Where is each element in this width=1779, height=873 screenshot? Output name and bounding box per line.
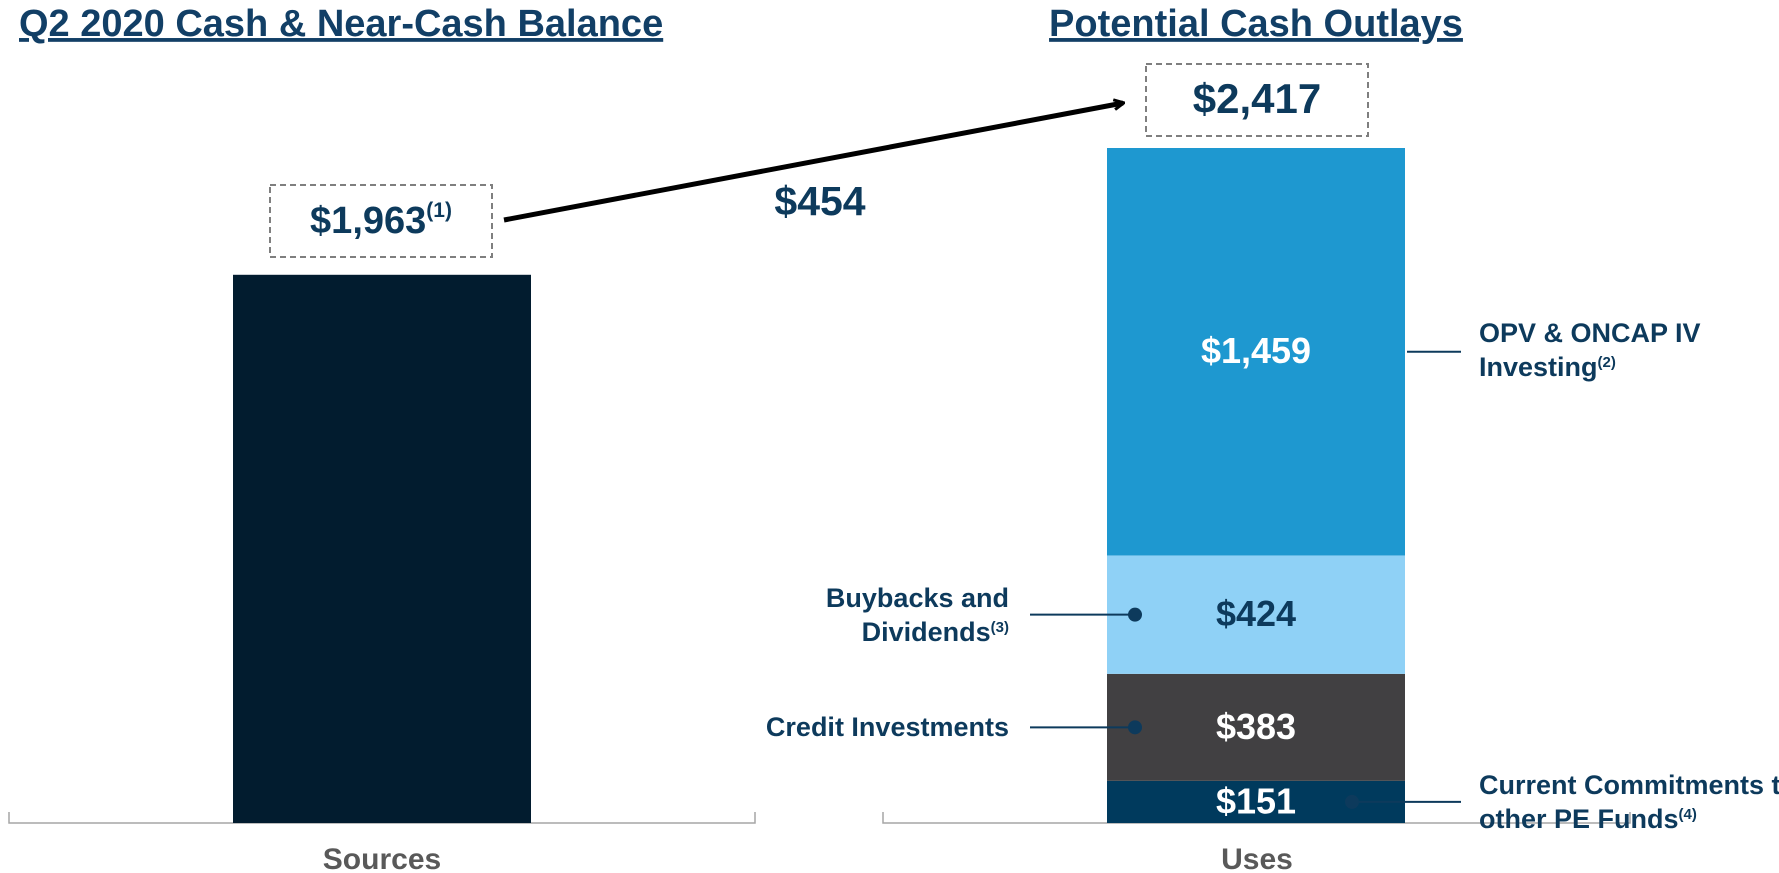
segment-value-label: $424 <box>1216 593 1296 634</box>
name-text: OPV & ONCAP IV Investing <box>1479 317 1701 382</box>
x-tick-label: Sources <box>323 843 441 873</box>
total-label: $2,417 <box>1193 75 1321 122</box>
value-text: $1,963 <box>310 200 426 242</box>
segment-name: OPV & ONCAP IV Investing(2) <box>1479 316 1739 384</box>
name-text: Current Commitments to other PE Funds <box>1479 769 1779 834</box>
footnote: (3) <box>990 618 1009 636</box>
bar-segment <box>1107 148 1405 556</box>
bar-segment <box>1107 673 1405 781</box>
left-total-box <box>269 184 493 258</box>
bar <box>233 274 531 823</box>
segment-value-label: $383 <box>1216 706 1296 747</box>
right-total-box <box>1145 63 1369 137</box>
bar-value-label: $1,963(1) <box>310 199 452 242</box>
footnote: (4) <box>1678 805 1697 823</box>
segment-name: Credit Investments <box>709 710 1009 744</box>
arrow <box>503 103 1123 223</box>
left-title: Q2 2020 Cash & Near-Cash Balance <box>19 3 663 45</box>
leader-dot <box>1128 607 1142 622</box>
segment-value-label: $151 <box>1216 780 1296 821</box>
footnote: (1) <box>426 199 452 222</box>
segment-name: Buybacks and Dividends(3) <box>789 581 1009 649</box>
leader-dot <box>1345 794 1359 809</box>
leader-dot <box>1128 720 1142 735</box>
difference-label: $454 <box>774 178 865 224</box>
segment-value-label: $1,459 <box>1201 330 1311 371</box>
name-text: Credit Investments <box>765 712 1009 743</box>
footnote: (2) <box>1597 353 1616 371</box>
name-text: Buybacks and Dividends <box>825 582 1009 647</box>
right-title: Potential Cash Outlays <box>1049 3 1463 45</box>
segment-name: Current Commitments to other PE Funds(4) <box>1479 768 1779 836</box>
x-tick-label: Uses <box>1221 843 1293 873</box>
bar-segment <box>1107 555 1405 674</box>
